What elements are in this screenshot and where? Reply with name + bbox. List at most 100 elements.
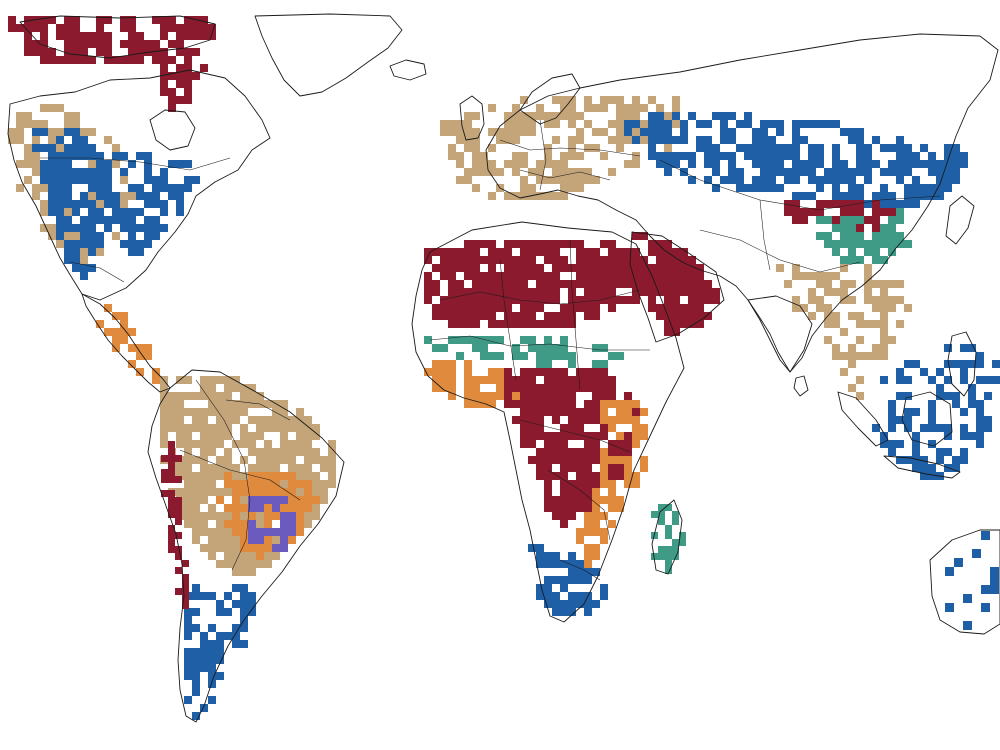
map-cell — [456, 120, 464, 128]
map-cell — [184, 696, 192, 704]
map-cell — [464, 312, 472, 320]
map-cell — [472, 296, 480, 304]
map-cell — [192, 648, 200, 656]
map-cell — [80, 40, 88, 48]
map-cell — [664, 296, 672, 304]
map-cell — [560, 344, 568, 352]
coastline-australia — [929, 529, 1000, 635]
map-cell — [176, 488, 184, 496]
map-cell — [192, 24, 200, 32]
map-cell — [328, 448, 336, 456]
map-cell — [200, 472, 208, 480]
map-cell — [88, 240, 96, 248]
map-cell — [208, 592, 216, 600]
map-cell — [672, 264, 680, 272]
map-cell — [104, 136, 112, 144]
map-cell — [80, 144, 88, 152]
map-cell — [632, 152, 640, 160]
map-cell — [176, 192, 184, 200]
map-cell — [664, 112, 672, 120]
map-cell — [840, 288, 848, 296]
map-cell — [752, 144, 760, 152]
map-cell — [544, 440, 552, 448]
map-cell — [552, 120, 560, 128]
map-cell — [64, 128, 72, 136]
map-cell — [120, 40, 128, 48]
map-cell — [104, 56, 112, 64]
map-cell — [64, 200, 72, 208]
map-cell — [288, 480, 296, 488]
map-cell — [512, 120, 520, 128]
map-cell — [184, 672, 192, 680]
map-cell — [88, 184, 96, 192]
map-cell — [896, 216, 904, 224]
map-cell — [48, 152, 56, 160]
map-cell — [176, 24, 184, 32]
map-cell — [304, 472, 312, 480]
map-cell — [848, 216, 856, 224]
map-cell — [560, 408, 568, 416]
map-cell — [880, 288, 888, 296]
map-cell — [520, 120, 528, 128]
map-cell — [888, 192, 896, 200]
map-cell — [472, 304, 480, 312]
map-cell — [616, 104, 624, 112]
map-cell — [800, 272, 808, 280]
map-cell — [168, 476, 175, 483]
map-cell — [624, 160, 632, 168]
map-cell — [552, 512, 560, 520]
map-cell — [888, 280, 896, 288]
map-cell — [584, 544, 592, 552]
map-cell — [464, 128, 472, 136]
map-cell — [560, 312, 568, 320]
region-central-africa — [504, 368, 640, 528]
map-cell — [208, 552, 216, 560]
region-andes-west — [161, 441, 189, 609]
map-cell — [800, 160, 808, 168]
map-cell — [816, 232, 824, 240]
map-cell — [600, 296, 608, 304]
map-cell — [304, 456, 312, 464]
map-cell — [632, 472, 640, 480]
map-cell — [616, 272, 624, 280]
map-cell — [552, 608, 560, 616]
map-cell — [504, 272, 512, 280]
map-cell — [616, 504, 624, 512]
map-cell — [544, 344, 552, 352]
map-cell — [560, 96, 568, 104]
map-cell — [592, 472, 600, 480]
map-cell — [168, 184, 176, 192]
map-cell — [160, 32, 168, 40]
map-cell — [472, 112, 480, 120]
map-cell — [112, 232, 120, 240]
map-cell — [152, 48, 160, 56]
map-cell — [512, 240, 520, 248]
map-cell — [200, 704, 208, 712]
map-cell — [600, 416, 608, 424]
map-cell — [72, 264, 80, 272]
map-cell — [856, 136, 864, 144]
map-cell — [224, 464, 232, 472]
map-cell — [576, 504, 584, 512]
map-cell — [880, 312, 888, 320]
map-cell — [161, 455, 168, 462]
map-cell — [976, 400, 984, 408]
map-cell — [248, 472, 256, 480]
map-cell — [128, 248, 136, 256]
map-cell — [712, 288, 720, 296]
map-cell — [568, 320, 576, 328]
map-cell — [504, 136, 512, 144]
map-cell — [608, 400, 616, 408]
map-cell — [512, 104, 520, 112]
map-cell — [40, 104, 48, 112]
map-cell — [664, 304, 672, 312]
map-cell — [175, 504, 182, 511]
map-cell — [168, 24, 176, 32]
map-cell — [264, 448, 272, 456]
map-cell — [608, 280, 616, 288]
map-cell — [192, 416, 200, 424]
map-cell — [864, 240, 872, 248]
map-cell — [560, 376, 568, 384]
map-cell — [40, 16, 48, 24]
map-cell — [488, 352, 496, 360]
